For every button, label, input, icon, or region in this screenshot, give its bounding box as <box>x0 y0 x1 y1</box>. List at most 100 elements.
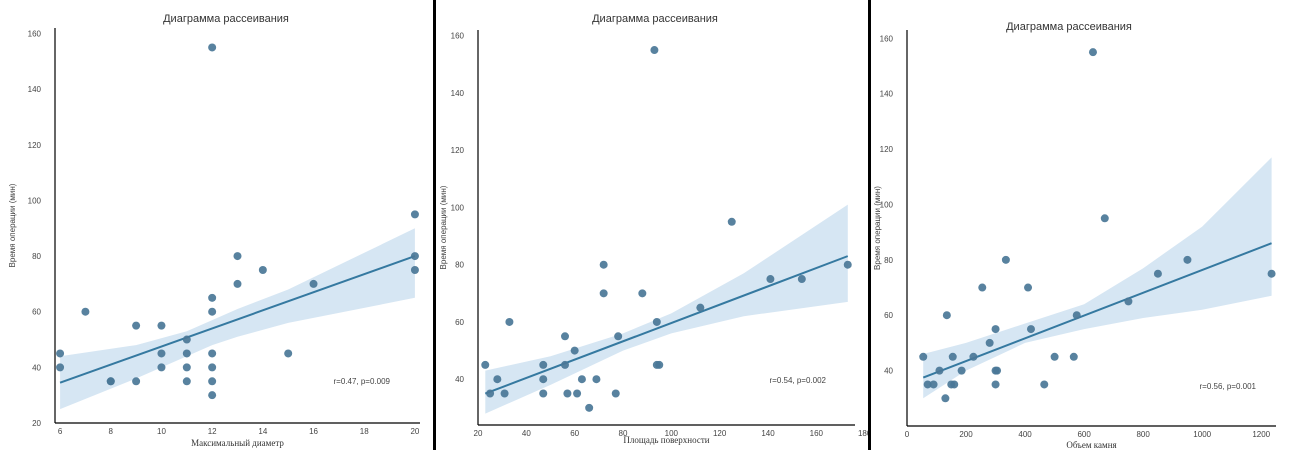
confidence-band <box>485 204 848 414</box>
y-tick-label: 140 <box>451 89 465 98</box>
scatter-point <box>727 217 736 226</box>
x-tick-label: 8 <box>109 427 114 436</box>
scatter-point <box>561 332 569 341</box>
y-tick-label: 60 <box>32 308 41 317</box>
regression-line <box>484 255 849 395</box>
scatter-point <box>1040 380 1049 389</box>
scatter-point <box>493 375 502 384</box>
scatter-point <box>577 375 586 384</box>
chart-panel-diameter: Диаграмма рассеивания 6 8 10 12 14 16 18 20 20 40 6… <box>0 0 433 450</box>
scatter-point <box>1072 311 1081 320</box>
scatter-point <box>208 293 217 302</box>
scatter-point <box>208 377 217 386</box>
y-tick-label: 20 <box>32 419 41 428</box>
scatter-point <box>991 380 1000 389</box>
x-tick-label: 1200 <box>1252 430 1270 439</box>
x-axis-label: Площадь поверхности <box>623 435 709 445</box>
scatter-chart-surface-area: Диаграмма рассеивания 20 40 60 80 100 120 140 16… <box>439 13 868 445</box>
regression-line <box>922 242 1272 379</box>
x-tick-label: 600 <box>1077 430 1091 439</box>
scatter-point <box>505 317 514 326</box>
scatter-point <box>81 307 90 316</box>
scatter-point <box>132 321 141 330</box>
scatter-point <box>650 46 659 55</box>
scatter-point <box>258 266 267 275</box>
y-tick-label: 100 <box>451 203 465 212</box>
scatter-point <box>132 377 141 386</box>
x-tick-label: 100 <box>665 429 679 438</box>
scatter-point <box>935 366 944 375</box>
x-tick-label: 180 <box>858 429 868 438</box>
correlation-annotation: r=0.56, p=0.001 <box>1200 382 1257 391</box>
correlation-annotation: r=0.47, p=0.009 <box>334 377 391 386</box>
scatter-point <box>233 252 242 261</box>
x-tick-label: 6 <box>58 427 63 436</box>
scatter-point <box>208 307 217 316</box>
y-tick-label: 100 <box>880 200 894 209</box>
scatter-point <box>486 389 495 398</box>
x-tick-label: 18 <box>360 427 369 436</box>
y-tick-label: 140 <box>880 90 894 99</box>
scatter-point <box>157 363 166 372</box>
y-axis-label: Время операции (мин) <box>439 185 448 269</box>
x-tick-label: 60 <box>570 429 579 438</box>
scatter-point <box>929 380 938 389</box>
scatter-point <box>991 325 1000 334</box>
scatter-point <box>56 363 65 372</box>
scatter-point <box>585 403 594 412</box>
scatter-point <box>561 360 569 369</box>
scatter-point <box>638 289 647 298</box>
scatter-point <box>1026 325 1035 334</box>
scatter-point <box>1001 255 1010 264</box>
y-tick-label: 80 <box>884 256 893 265</box>
scatter-chart-stone-volume: Диаграмма рассеивания 0 200 400 600 800 1000 12… <box>873 21 1276 450</box>
scatter-point <box>182 377 191 386</box>
y-axis-label: Время операции (мин) <box>8 183 17 267</box>
scatter-point <box>614 332 623 341</box>
scatter-point <box>157 321 166 330</box>
y-tick-label: 140 <box>28 85 42 94</box>
x-tick-label: 800 <box>1136 430 1150 439</box>
scatter-point <box>652 317 661 326</box>
x-tick-label: 40 <box>522 429 531 438</box>
scatter-point <box>182 363 191 372</box>
scatter-point <box>410 252 419 261</box>
scatter-point <box>1183 255 1192 264</box>
scatter-point <box>957 366 966 375</box>
scatter-point <box>500 389 509 398</box>
scatter-point <box>985 338 994 347</box>
scatter-point <box>410 266 419 275</box>
scatter-chart-diameter: Диаграмма рассеивания 6 8 10 12 14 16 18 20 20 40 6… <box>8 13 420 448</box>
scatter-point <box>182 335 191 344</box>
y-tick-label: 160 <box>28 30 42 39</box>
scatter-point <box>208 43 217 52</box>
scatter-point <box>948 352 957 361</box>
scatter-point <box>182 349 191 358</box>
confidence-band <box>923 157 1272 399</box>
scatter-point <box>766 275 775 284</box>
scatter-point <box>950 380 959 389</box>
scatter-point <box>157 349 166 358</box>
x-axis-label: Максимальный диаметр <box>191 438 284 448</box>
y-tick-label: 40 <box>884 367 893 376</box>
scatter-point <box>942 311 951 320</box>
panel-divider <box>433 0 436 450</box>
scatter-point <box>611 389 620 398</box>
scatter-point <box>797 275 806 284</box>
y-tick-label: 60 <box>884 311 893 320</box>
scatter-point <box>1267 269 1276 278</box>
scatter-point <box>696 303 705 312</box>
x-tick-label: 12 <box>208 427 217 436</box>
scatter-point <box>56 349 65 358</box>
y-tick-label: 60 <box>455 318 464 327</box>
scatter-point <box>309 279 318 288</box>
scatter-point <box>919 352 928 361</box>
y-tick-label: 100 <box>28 196 42 205</box>
scatter-point <box>941 394 950 403</box>
scatter-point <box>284 349 293 358</box>
scatter-point <box>410 210 419 219</box>
scatter-point <box>208 363 217 372</box>
scatter-point <box>1124 297 1133 306</box>
x-tick-label: 1000 <box>1193 430 1211 439</box>
scatter-point <box>570 346 579 355</box>
